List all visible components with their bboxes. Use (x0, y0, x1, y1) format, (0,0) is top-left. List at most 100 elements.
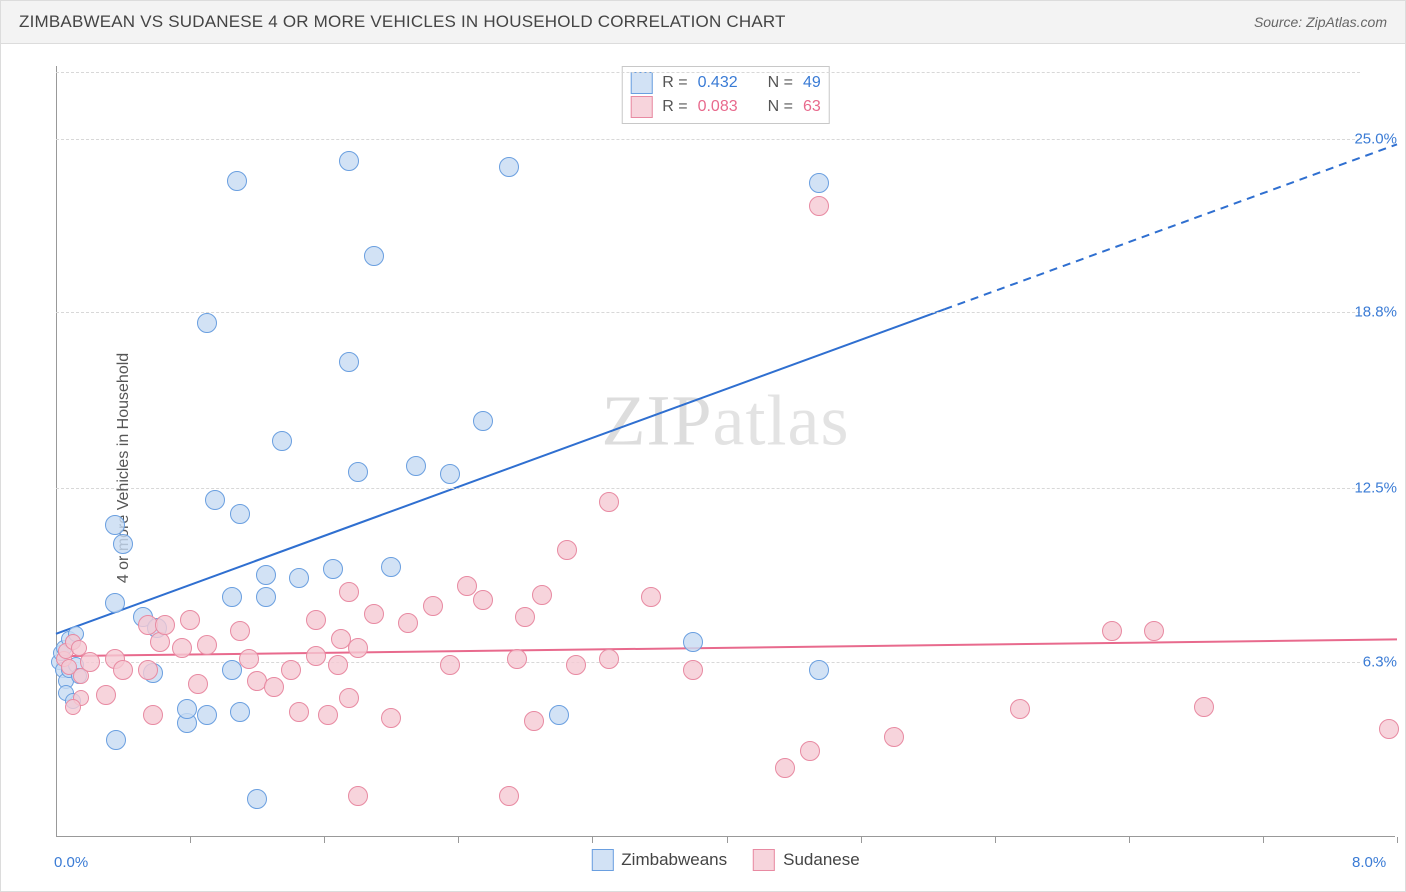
scatter-point (566, 655, 586, 675)
plot-region: ZIPatlas R =0.432N =49R =0.083N =63 Zimb… (56, 66, 1395, 837)
scatter-point (515, 607, 535, 627)
scatter-point (348, 786, 368, 806)
scatter-point (105, 515, 125, 535)
scatter-point (339, 582, 359, 602)
scatter-point (499, 157, 519, 177)
scatter-point (227, 171, 247, 191)
series-swatch (630, 96, 652, 118)
gridline (56, 488, 1360, 489)
scatter-point (775, 758, 795, 778)
stat-r-value: 0.083 (698, 98, 738, 116)
scatter-point (683, 632, 703, 652)
legend-item: Zimbabweans (591, 849, 727, 871)
scatter-point (197, 705, 217, 725)
trend-lines (56, 66, 1397, 838)
stat-row: R =0.432N =49 (630, 71, 821, 95)
scatter-point (318, 705, 338, 725)
y-tick-label: 18.8% (1354, 304, 1397, 321)
scatter-point (289, 568, 309, 588)
scatter-point (247, 789, 267, 809)
gridline (56, 312, 1360, 313)
x-tick (1263, 837, 1264, 843)
scatter-point (1144, 621, 1164, 641)
source-link[interactable]: ZipAtlas.com (1306, 14, 1387, 30)
scatter-point (348, 462, 368, 482)
legend-label: Zimbabweans (621, 850, 727, 870)
scatter-point (406, 456, 426, 476)
scatter-point (230, 621, 250, 641)
stat-r-value: 0.432 (698, 74, 738, 92)
scatter-point (381, 557, 401, 577)
y-axis-line (56, 66, 57, 837)
scatter-point (230, 504, 250, 524)
scatter-point (180, 610, 200, 630)
legend-swatch (753, 849, 775, 871)
scatter-point (800, 741, 820, 761)
chart-area: 4 or more Vehicles in Household ZIPatlas… (0, 44, 1406, 892)
x-tick (190, 837, 191, 843)
gridline (56, 139, 1360, 140)
legend-label: Sudanese (783, 850, 860, 870)
stat-n-value: 49 (803, 74, 821, 92)
scatter-point (339, 688, 359, 708)
scatter-point (323, 559, 343, 579)
scatter-point (423, 596, 443, 616)
scatter-point (507, 649, 527, 669)
title-bar: ZIMBABWEAN VS SUDANESE 4 OR MORE VEHICLE… (0, 0, 1406, 44)
scatter-point (106, 730, 126, 750)
scatter-point (281, 660, 301, 680)
scatter-point (1010, 699, 1030, 719)
stat-row: R =0.083N =63 (630, 95, 821, 119)
scatter-point (65, 699, 81, 715)
scatter-point (473, 590, 493, 610)
scatter-point (188, 674, 208, 694)
scatter-point (197, 635, 217, 655)
scatter-point (809, 173, 829, 193)
scatter-point (197, 313, 217, 333)
watermark-zip: ZIP (602, 380, 713, 460)
scatter-point (289, 702, 309, 722)
scatter-point (599, 492, 619, 512)
watermark: ZIPatlas (602, 379, 850, 462)
scatter-point (96, 685, 116, 705)
stats-box: R =0.432N =49R =0.083N =63 (621, 66, 830, 124)
scatter-point (641, 587, 661, 607)
scatter-point (532, 585, 552, 605)
scatter-point (143, 705, 163, 725)
y-tick-label: 25.0% (1354, 130, 1397, 147)
scatter-point (105, 593, 125, 613)
scatter-point (230, 702, 250, 722)
scatter-point (264, 677, 284, 697)
scatter-point (328, 655, 348, 675)
scatter-point (339, 352, 359, 372)
watermark-atlas: atlas (713, 380, 850, 460)
scatter-point (440, 655, 460, 675)
scatter-point (457, 576, 477, 596)
scatter-point (524, 711, 544, 731)
series-swatch (630, 72, 652, 94)
scatter-point (1194, 697, 1214, 717)
x-tick (727, 837, 728, 843)
stat-r-label: R = (662, 98, 687, 116)
scatter-point (473, 411, 493, 431)
legend-item: Sudanese (753, 849, 860, 871)
legend-swatch (591, 849, 613, 871)
x-tick (995, 837, 996, 843)
stat-n-value: 63 (803, 98, 821, 116)
x-tick (861, 837, 862, 843)
scatter-point (222, 587, 242, 607)
gridline (56, 72, 1360, 73)
source-credit: Source: ZipAtlas.com (1254, 14, 1387, 30)
scatter-point (1102, 621, 1122, 641)
x-axis-line (56, 836, 1395, 837)
scatter-point (239, 649, 259, 669)
scatter-point (306, 610, 326, 630)
scatter-point (599, 649, 619, 669)
scatter-point (177, 699, 197, 719)
scatter-point (205, 490, 225, 510)
scatter-point (172, 638, 192, 658)
scatter-point (113, 534, 133, 554)
scatter-point (113, 660, 133, 680)
scatter-point (809, 196, 829, 216)
x-tick (592, 837, 593, 843)
